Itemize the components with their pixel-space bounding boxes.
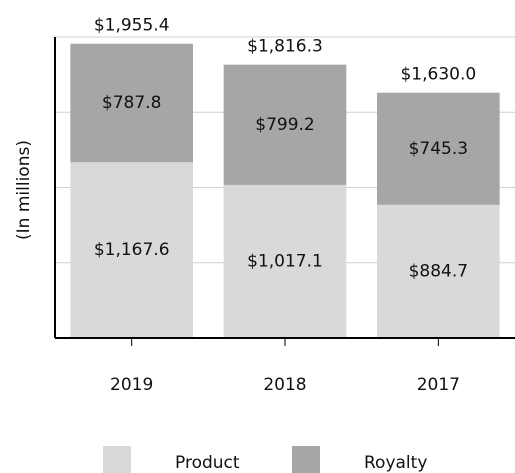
- bar-segment: [377, 92, 500, 205]
- total-label: $1,630.0: [400, 65, 476, 85]
- value-label: $787.8: [102, 93, 161, 113]
- legend-swatch: [292, 446, 320, 473]
- bar-segment: [377, 204, 500, 338]
- total-label: $1,955.4: [94, 16, 170, 36]
- y-axis-label: (In millions): [14, 140, 34, 240]
- legend-label: Product: [175, 453, 240, 473]
- value-label: $1,017.1: [247, 251, 323, 271]
- legend-label: Royalty: [364, 453, 427, 473]
- x-tick-label: 2018: [263, 375, 306, 395]
- value-label: $884.7: [409, 261, 468, 281]
- bar-segment: [223, 184, 347, 338]
- bar-segment: [70, 162, 193, 338]
- value-label: $745.3: [409, 139, 468, 159]
- legend-swatch: [103, 446, 131, 473]
- total-label: $1,816.3: [247, 37, 323, 57]
- bar-segment: [70, 43, 193, 163]
- value-label: $799.2: [255, 115, 314, 135]
- x-tick-label: 2017: [417, 375, 460, 395]
- value-label: $1,167.6: [94, 240, 170, 260]
- bar-segment: [223, 64, 347, 185]
- x-tick-label: 2019: [110, 375, 153, 395]
